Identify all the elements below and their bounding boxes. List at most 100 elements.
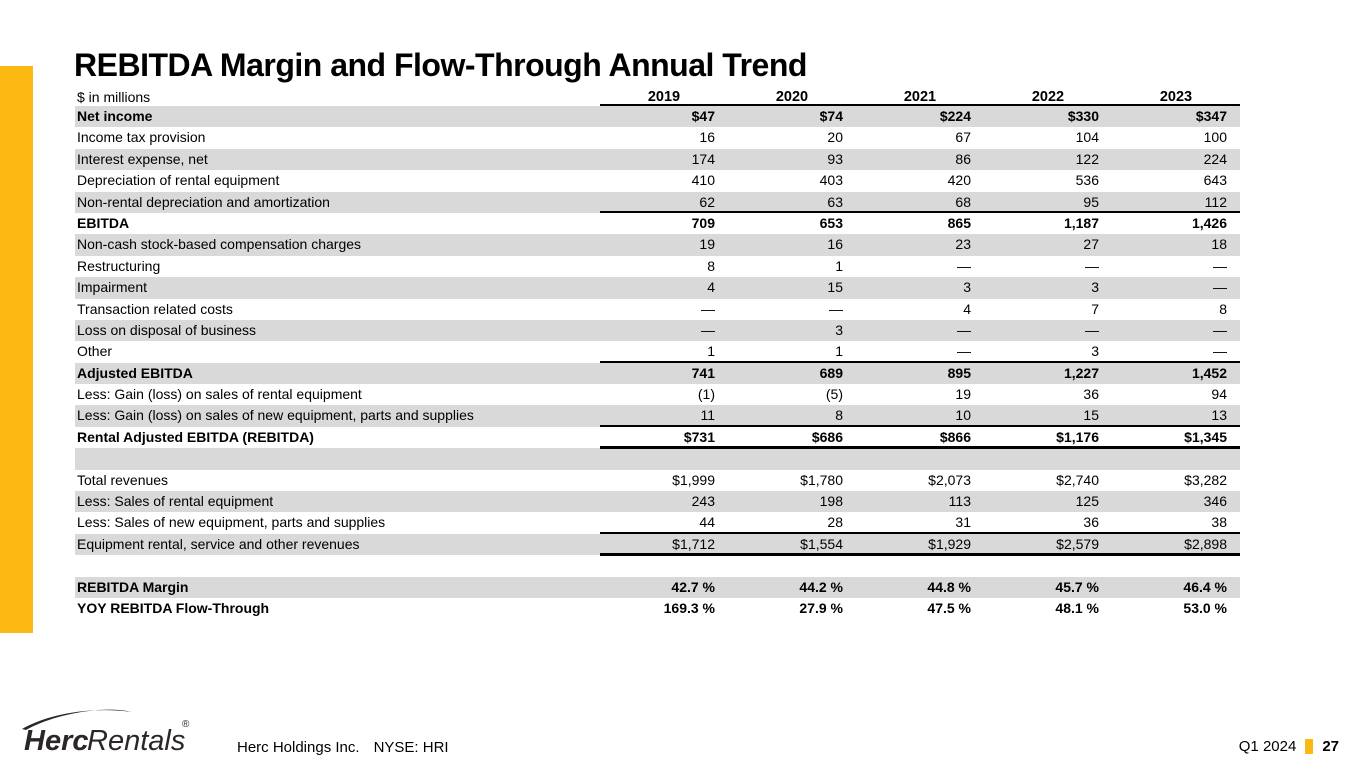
value-cell: 27.9 %: [799, 599, 843, 616]
value-cell: 7: [1091, 300, 1099, 317]
value-cell: 3: [1091, 279, 1099, 296]
table-body: Net income $47 $74 $224 $330 $347 Income tax p…: [75, 106, 1240, 619]
value-cell: $224: [939, 108, 971, 124]
page-title: REBITDA Margin and Flow-Through Annual T…: [74, 47, 807, 84]
value-cell: [984, 555, 1112, 576]
value-cell: 689: [819, 364, 843, 381]
table-row: Restructuring 8 1 — — —: [75, 256, 1240, 277]
row-label: Adjusted EBITDA: [77, 364, 193, 381]
row-label: [75, 448, 600, 469]
value-cell: 46.4 %: [1183, 578, 1227, 595]
year-header: 2019: [600, 88, 728, 106]
table-row: Income tax provision 16 20 67 104 100: [75, 127, 1240, 148]
value-cell: 23: [955, 236, 971, 253]
value-cell: [600, 448, 728, 469]
value-cell: 125: [1075, 493, 1099, 510]
table-row: YOY REBITDA Flow-Through 169.3 % 27.9 % 47.…: [75, 598, 1240, 619]
value-cell: 94: [1211, 386, 1227, 403]
value-cell: $1,999: [672, 471, 715, 488]
value-cell: —: [957, 257, 971, 274]
value-cell: 1,452: [1191, 364, 1227, 381]
value-cell: 10: [955, 407, 971, 424]
value-cell: 18: [1211, 236, 1227, 253]
row-rule: [600, 424, 1240, 427]
value-cell: —: [957, 343, 971, 360]
row-label: Less: Gain (loss) on sales of rental equ…: [77, 386, 362, 403]
table-row: Transaction related costs — — 4 7 8: [75, 299, 1240, 320]
table-row: Less: Gain (loss) on sales of rental equ…: [75, 384, 1240, 405]
value-cell: 8: [1219, 300, 1227, 317]
page-marker-icon: [1305, 739, 1314, 754]
value-cell: [1112, 555, 1240, 576]
accent-bar: [0, 66, 33, 633]
table-row: Depreciation of rental equipment 410 403 42…: [75, 170, 1240, 191]
row-label: [75, 555, 600, 576]
value-cell: 1,187: [1063, 214, 1099, 231]
value-cell: 36: [1083, 386, 1099, 403]
value-cell: $731: [683, 428, 715, 445]
row-label: Non-rental depreciation and amortization: [77, 193, 330, 210]
table-row: Other 1 1 — 3 —: [75, 341, 1240, 363]
company-name: Herc Holdings Inc.: [237, 739, 360, 756]
value-cell: 86: [955, 150, 971, 167]
value-cell: 8: [707, 257, 715, 274]
value-cell: —: [1213, 257, 1227, 274]
value-cell: —: [1213, 321, 1227, 338]
row-rule: [600, 553, 1240, 557]
value-cell: 224: [1203, 150, 1227, 167]
logo-text-bold: Herc: [24, 725, 89, 757]
year-header: 2020: [728, 88, 856, 106]
value-cell: —: [1213, 279, 1227, 296]
table-header-row: $ in millions 2019 2020 2021 2022 2023: [75, 88, 1240, 106]
value-cell: [728, 555, 856, 576]
value-cell: $74: [819, 108, 843, 124]
value-cell: —: [1213, 343, 1227, 360]
value-cell: $330: [1067, 108, 1099, 124]
ticker-symbol: NYSE: HRI: [373, 739, 449, 756]
value-cell: 174: [691, 150, 715, 167]
value-cell: —: [829, 300, 843, 317]
table-row: Rental Adjusted EBITDA (REBITDA) $731 $686…: [75, 427, 1240, 450]
footer-page-info: Q1 2024 27: [1239, 738, 1339, 755]
row-label: Net income: [77, 108, 153, 124]
logo-text-light: Rentals: [87, 725, 185, 757]
value-cell: 895: [947, 364, 971, 381]
value-cell: 112: [1204, 193, 1227, 210]
value-cell: 709: [691, 214, 715, 231]
herc-logo: Herc Rentals ®: [10, 704, 200, 765]
value-cell: 15: [827, 279, 843, 296]
value-cell: $866: [939, 428, 971, 445]
value-cell: 4: [963, 300, 971, 317]
table-row: Net income $47 $74 $224 $330 $347: [75, 106, 1240, 128]
value-cell: 1,426: [1191, 214, 1227, 231]
value-cell: —: [957, 321, 971, 338]
table-row: Loss on disposal of business — 3 — — —: [75, 319, 1240, 342]
value-cell: 45.7 %: [1055, 578, 1099, 595]
row-rule: [600, 360, 1240, 363]
row-label: Total revenues: [77, 471, 169, 488]
row-label: Equipment rental, service and other reve…: [77, 535, 360, 552]
value-cell: (1): [697, 386, 715, 403]
table-row: Less: Sales of rental equipment 243 198 113…: [75, 491, 1240, 513]
value-cell: $1,780: [800, 471, 843, 488]
value-cell: 11: [700, 407, 715, 424]
value-cell: 44: [699, 514, 715, 531]
value-cell: 63: [827, 193, 843, 210]
value-cell: $3,282: [1184, 471, 1227, 488]
value-cell: (5): [825, 386, 843, 403]
value-cell: 28: [827, 514, 843, 531]
value-cell: 741: [691, 364, 715, 381]
value-cell: 1: [835, 343, 843, 360]
page-number: 27: [1322, 738, 1339, 755]
registered-mark: ®: [182, 719, 190, 730]
financial-table: $ in millions 2019 2020 2021 2022 2023 Net i…: [75, 88, 1240, 619]
value-cell: $1,176: [1056, 428, 1099, 445]
row-label: Less: Sales of rental equipment: [77, 493, 274, 510]
value-cell: 169.3 %: [663, 599, 715, 616]
value-cell: 122: [1075, 150, 1099, 167]
value-cell: 410: [691, 172, 715, 189]
table-row: Impairment 4 15 3 3 —: [75, 277, 1240, 299]
value-cell: 20: [827, 129, 843, 146]
value-cell: $1,345: [1184, 428, 1227, 445]
value-cell: 1,227: [1063, 364, 1099, 381]
